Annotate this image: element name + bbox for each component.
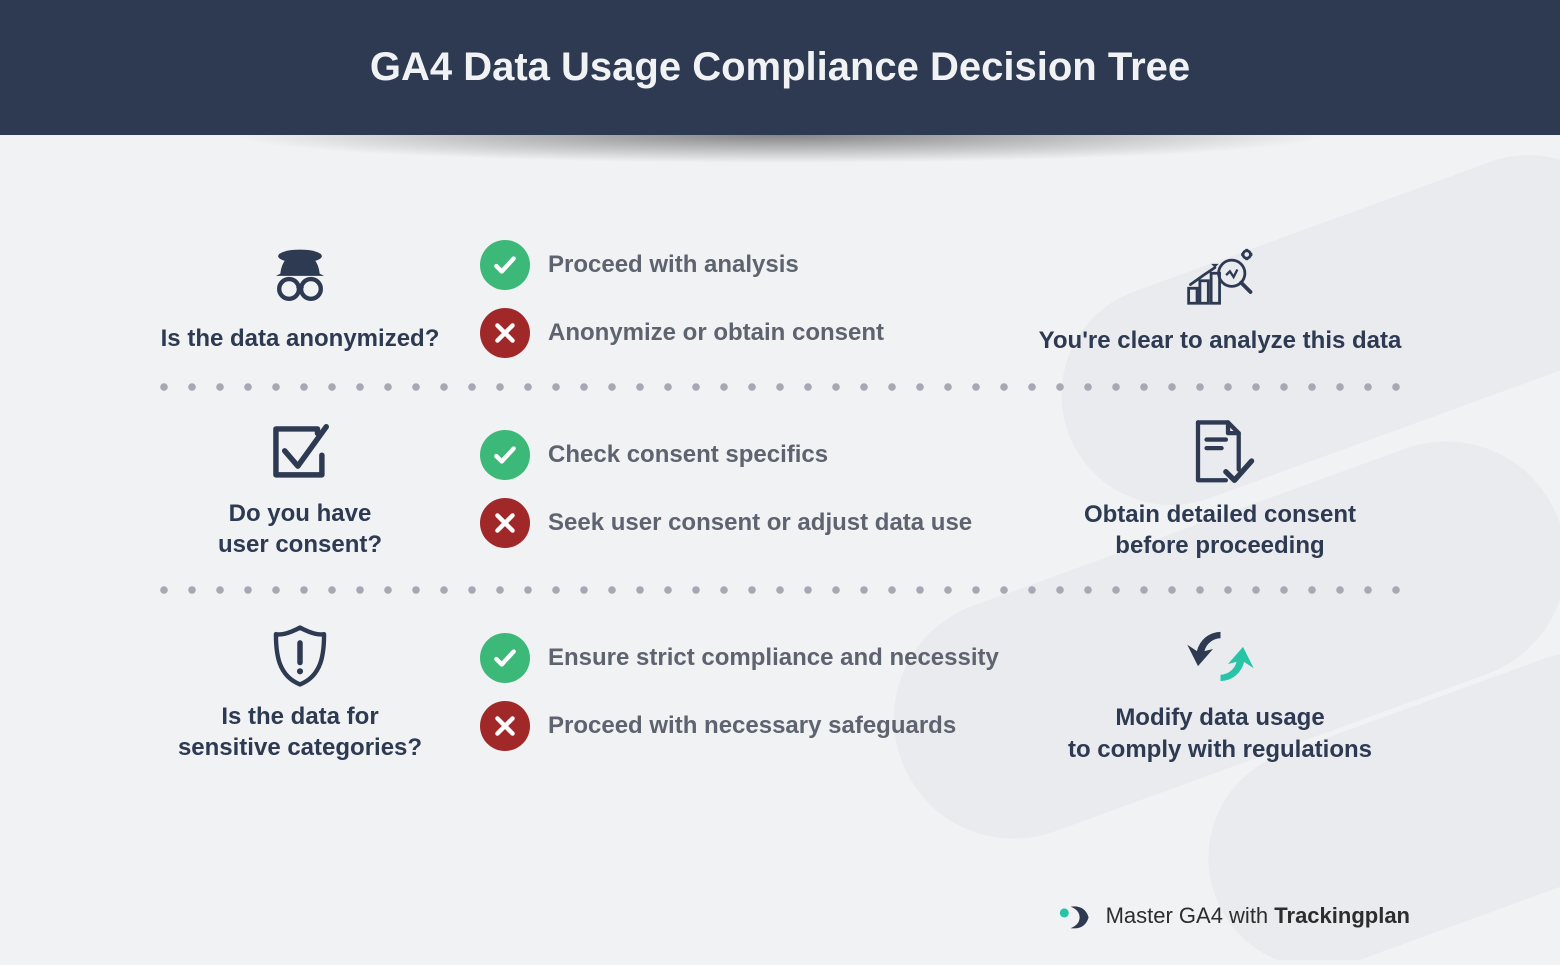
answer-2-no: Seek user consent or adjust data use: [480, 498, 1000, 548]
answer-1-yes: Proceed with analysis: [480, 240, 1000, 290]
refresh-arrows-icon: [1183, 619, 1258, 694]
header: GA4 Data Usage Compliance Decision Tree: [0, 0, 1560, 135]
decision-row-3: Is the data forsensitive categories? Ens…: [150, 594, 1410, 789]
answer-2-yes: Check consent specifics: [480, 430, 1000, 480]
question-1-text: Is the data anonymized?: [161, 323, 440, 354]
cross-icon: [480, 498, 530, 548]
outcome-1-text: You're clear to analyze this data: [1039, 325, 1402, 356]
answer-3-yes: Ensure strict compliance and necessity: [480, 633, 1000, 683]
incognito-icon: [265, 243, 335, 313]
question-3-text: Is the data forsensitive categories?: [178, 701, 422, 763]
outcome-3: Modify data usageto comply with regulati…: [1030, 619, 1410, 764]
answers-3: Ensure strict compliance and necessity P…: [480, 633, 1000, 751]
divider-2: [150, 586, 1410, 594]
question-3: Is the data forsensitive categories?: [150, 621, 450, 763]
divider-1: [150, 383, 1410, 391]
outcome-3-text: Modify data usageto comply with regulati…: [1068, 702, 1372, 764]
outcome-2: Obtain detailed consentbefore proceeding: [1030, 416, 1410, 561]
decision-row-1: Is the data anonymized? Proceed with ana…: [150, 215, 1410, 383]
answer-3-yes-text: Ensure strict compliance and necessity: [548, 644, 999, 672]
header-shadow: [0, 135, 1560, 175]
answer-3-no-text: Proceed with necessary safeguards: [548, 712, 956, 740]
answer-3-no: Proceed with necessary safeguards: [480, 701, 1000, 751]
answer-1-no-text: Anonymize or obtain consent: [548, 319, 884, 347]
footer-text: Master GA4 with Trackingplan: [1106, 903, 1410, 929]
footer: Master GA4 with Trackingplan: [1058, 902, 1410, 930]
question-2: Do you haveuser consent?: [150, 418, 450, 560]
analytics-search-icon: [1183, 242, 1258, 317]
page-title: GA4 Data Usage Compliance Decision Tree: [20, 45, 1540, 90]
answer-1-yes-text: Proceed with analysis: [548, 251, 799, 279]
decision-row-2: Do you haveuser consent? Check consent s…: [150, 391, 1410, 586]
answer-2-no-text: Seek user consent or adjust data use: [548, 509, 972, 537]
outcome-2-text: Obtain detailed consentbefore proceeding: [1084, 499, 1356, 561]
document-check-icon: [1183, 416, 1258, 491]
question-1: Is the data anonymized?: [150, 243, 450, 354]
answers-2: Check consent specifics Seek user consen…: [480, 430, 1000, 548]
check-icon: [480, 430, 530, 480]
decision-tree: Is the data anonymized? Proceed with ana…: [0, 175, 1560, 810]
cross-icon: [480, 701, 530, 751]
outcome-1: You're clear to analyze this data: [1030, 242, 1410, 356]
check-icon: [480, 240, 530, 290]
answer-2-yes-text: Check consent specifics: [548, 441, 828, 469]
check-icon: [480, 633, 530, 683]
shield-alert-icon: [265, 621, 335, 691]
footer-prefix: Master GA4 with: [1106, 903, 1275, 928]
trackingplan-logo-icon: [1058, 902, 1094, 930]
answer-1-no: Anonymize or obtain consent: [480, 308, 1000, 358]
question-2-text: Do you haveuser consent?: [218, 498, 382, 560]
footer-brand: Trackingplan: [1274, 903, 1410, 928]
cross-icon: [480, 308, 530, 358]
checkbox-icon: [265, 418, 335, 488]
answers-1: Proceed with analysis Anonymize or obtai…: [480, 240, 1000, 358]
